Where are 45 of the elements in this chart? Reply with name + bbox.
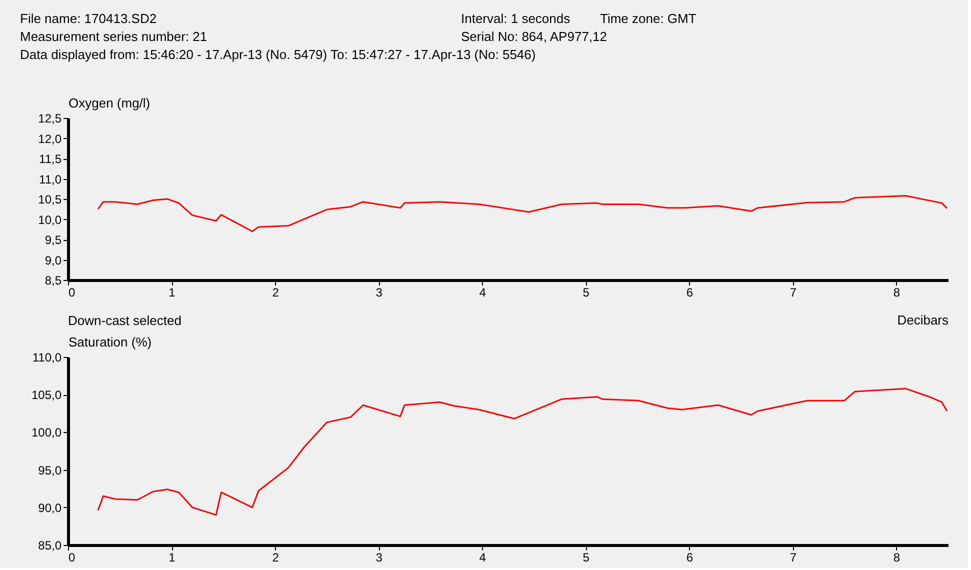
- x-tick-label: 1: [168, 286, 176, 300]
- x-tick-label: 6: [686, 550, 694, 564]
- x-tick-label: 0: [68, 286, 76, 300]
- y-tick-label: 90,0: [38, 500, 62, 515]
- x-tick-label: 2: [272, 550, 280, 564]
- text: Serial No: 864, AP977,12: [461, 29, 607, 44]
- text: Measurement series number: 21: [20, 29, 208, 44]
- y-tick-label: 10,0: [38, 212, 62, 227]
- x-tick-label: 1: [168, 550, 176, 564]
- x-tick-label: 2: [272, 286, 280, 300]
- y-tick-label: 11,0: [39, 172, 62, 186]
- x-tick-label: 8: [893, 550, 900, 564]
- y-tick-label: 105,0: [31, 388, 62, 402]
- y-tick-label: 95,0: [38, 463, 62, 478]
- text: Data displayed from: 15:46:20 - 17.Apr-13 (No. 5479) To: 15:47:27 - 17.Apr-13 (No: 5546): [20, 47, 536, 62]
- y-tick-label: 8,5: [44, 274, 62, 288]
- line-series: [97, 195, 948, 232]
- y-tick-label: 9,0: [44, 253, 62, 268]
- x-tick-label: 7: [790, 286, 797, 300]
- text: Time zone: GMT: [600, 11, 696, 26]
- x-tick-label: 5: [582, 286, 590, 300]
- x-tick-label: 4: [479, 286, 486, 300]
- text: File name: 170413.SD2: [20, 11, 157, 26]
- line-series: [97, 388, 948, 516]
- x-tick-label: 7: [790, 550, 797, 564]
- y-tick-label: 12,0: [38, 132, 62, 146]
- x-tick-label: 4: [479, 550, 486, 564]
- x-tick-label: 8: [893, 286, 900, 300]
- x-tick-label: 5: [582, 550, 590, 564]
- x-tick-label: 0: [68, 550, 76, 564]
- x-tick-label: 3: [376, 550, 383, 564]
- y-tick-label: 12,5: [38, 112, 62, 126]
- x-axis-title: Decibars: [897, 312, 949, 328]
- y-tick-label: 11,5: [39, 152, 62, 166]
- x-tick-label: 6: [686, 286, 694, 300]
- y-tick-label: 110,0: [32, 350, 62, 364]
- y-axis-title: Oxygen (mg/l): [68, 96, 150, 110]
- y-tick-label: 10,5: [38, 192, 62, 206]
- text: Interval: 1 seconds: [461, 11, 571, 26]
- y-tick-label: 100,0: [31, 426, 62, 440]
- x-tick-label: 3: [376, 286, 383, 300]
- y-tick-label: 9,5: [44, 233, 62, 247]
- y-tick-label: 85,0: [38, 538, 62, 552]
- text: Down-cast selected: [68, 313, 182, 328]
- y-axis-title: Saturation (%): [68, 334, 152, 350]
